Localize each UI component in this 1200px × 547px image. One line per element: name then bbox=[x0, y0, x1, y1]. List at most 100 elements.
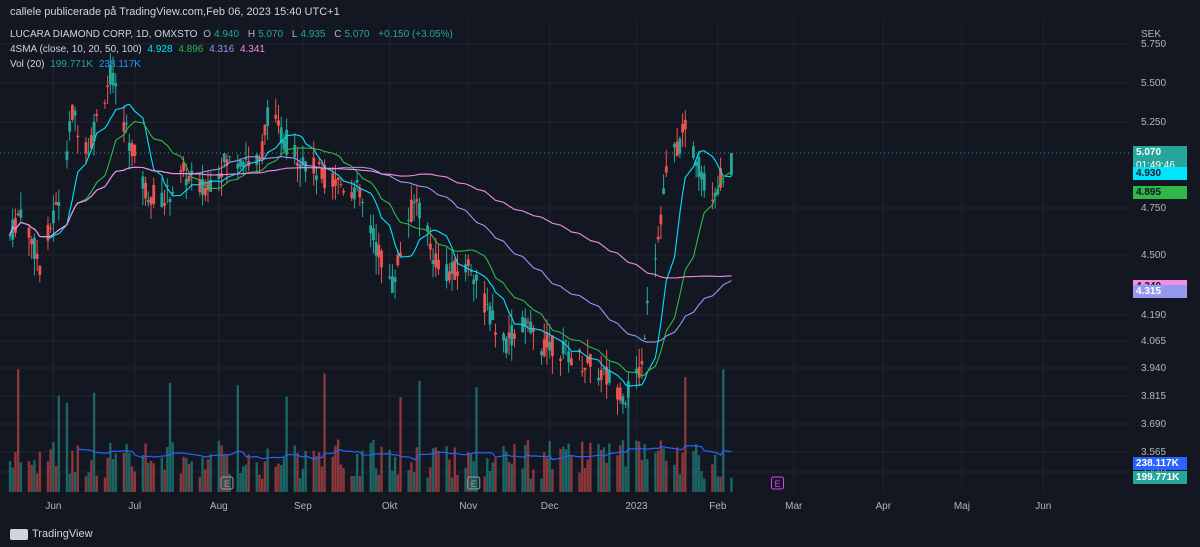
volume-bar bbox=[469, 454, 473, 492]
volume-bar bbox=[464, 467, 467, 492]
tradingview-logo[interactable]: TradingView bbox=[10, 528, 93, 540]
volume-bar bbox=[179, 473, 183, 492]
candle-body bbox=[380, 250, 383, 268]
volume-bar bbox=[46, 461, 50, 492]
candle-body bbox=[469, 270, 473, 272]
volume-bar bbox=[204, 469, 207, 492]
high-label: H 5.070 bbox=[247, 29, 284, 40]
candle-body bbox=[201, 179, 204, 195]
volume-bar bbox=[559, 448, 562, 492]
candle-body bbox=[692, 146, 695, 158]
sma50-line bbox=[9, 156, 732, 343]
volume-bar bbox=[317, 452, 321, 492]
candle-body bbox=[27, 227, 31, 238]
candle-body bbox=[353, 187, 356, 200]
candle-body bbox=[222, 153, 226, 163]
volume-bar bbox=[412, 472, 416, 492]
volume-bar bbox=[304, 450, 307, 492]
volume-bar bbox=[296, 452, 299, 492]
volume-bar bbox=[388, 449, 391, 492]
y-tick-label: 4.065 bbox=[1141, 336, 1166, 347]
candle-body bbox=[621, 396, 625, 405]
candle-body bbox=[529, 321, 533, 334]
candle-body bbox=[149, 197, 153, 205]
earnings-marker-label: E bbox=[224, 479, 230, 489]
candle-body bbox=[399, 252, 402, 256]
candle-body bbox=[179, 170, 183, 173]
candle-body bbox=[415, 199, 419, 202]
candle-body bbox=[673, 143, 676, 148]
earnings-marker bbox=[220, 476, 234, 490]
y-tick-label: 3.815 bbox=[1141, 391, 1166, 402]
volume-bar bbox=[125, 443, 128, 492]
candle-body bbox=[656, 236, 660, 240]
candle-body bbox=[702, 173, 706, 191]
volume-bar bbox=[391, 470, 394, 492]
volume-bar bbox=[323, 373, 326, 492]
candle-body bbox=[466, 259, 470, 267]
currency-unit: SEK bbox=[1141, 29, 1162, 40]
volume-bar bbox=[494, 458, 497, 492]
earnings-marker-label: E bbox=[774, 479, 780, 489]
candle-body bbox=[163, 203, 166, 206]
candle-body bbox=[510, 324, 514, 346]
volume-bar bbox=[242, 466, 245, 492]
volume-bar bbox=[486, 458, 489, 492]
volume-bar bbox=[437, 450, 440, 492]
volume-bar bbox=[33, 460, 36, 492]
candle-body bbox=[396, 254, 400, 266]
candle-body bbox=[545, 332, 549, 348]
volume-bar bbox=[456, 475, 459, 492]
volume-bar bbox=[570, 455, 573, 492]
volume-bar bbox=[507, 461, 511, 492]
volume-bar bbox=[407, 470, 410, 492]
volume-bar bbox=[434, 447, 437, 492]
volume-bar bbox=[274, 466, 277, 492]
volume-bar bbox=[14, 452, 17, 492]
candle-body bbox=[374, 242, 378, 256]
candle-body bbox=[450, 262, 454, 274]
candle-body bbox=[217, 173, 221, 179]
candle-body bbox=[51, 210, 55, 224]
candle-body bbox=[331, 173, 335, 187]
candle-body bbox=[11, 219, 15, 240]
volume-bar bbox=[730, 477, 733, 492]
volume-bar bbox=[130, 466, 134, 492]
candle-body bbox=[203, 188, 207, 196]
candle-body bbox=[559, 358, 562, 362]
candle-body bbox=[597, 377, 600, 381]
volume-bar bbox=[282, 458, 286, 492]
volume-bar bbox=[361, 450, 364, 492]
volume-bar bbox=[532, 469, 535, 492]
sma-legend: 4SMA (close, 10, 20, 50, 100) 4.928 4.89… bbox=[10, 44, 268, 55]
candle-body bbox=[127, 142, 131, 151]
volume-bar bbox=[543, 452, 546, 492]
candle-body bbox=[447, 271, 451, 281]
candle-body bbox=[700, 171, 703, 180]
volume-bar bbox=[583, 467, 587, 492]
volume-bar bbox=[166, 447, 169, 492]
candle-body bbox=[428, 243, 432, 250]
sma20-value: 4.896 bbox=[178, 44, 204, 55]
volume-bar bbox=[483, 476, 486, 492]
price-axis-label: 4.315 bbox=[1133, 284, 1187, 298]
candle-body bbox=[342, 190, 345, 193]
volume-bar bbox=[673, 464, 676, 492]
volume-bar bbox=[301, 468, 305, 492]
volume-bar bbox=[665, 460, 668, 492]
volume-ma-line bbox=[77, 445, 732, 461]
price-axis-label: 4.895 bbox=[1133, 186, 1187, 199]
candle-body bbox=[434, 253, 438, 268]
candle-body bbox=[694, 161, 698, 167]
candle-body bbox=[228, 156, 232, 158]
candle-body bbox=[697, 156, 701, 177]
volume-bar bbox=[52, 442, 55, 492]
candle-body bbox=[336, 177, 340, 180]
candle-body bbox=[320, 167, 324, 179]
candle-body bbox=[361, 201, 364, 203]
candle-body bbox=[54, 202, 58, 205]
volume-bar bbox=[694, 444, 698, 492]
volume-bar bbox=[315, 455, 318, 492]
volume-bar bbox=[331, 456, 334, 492]
